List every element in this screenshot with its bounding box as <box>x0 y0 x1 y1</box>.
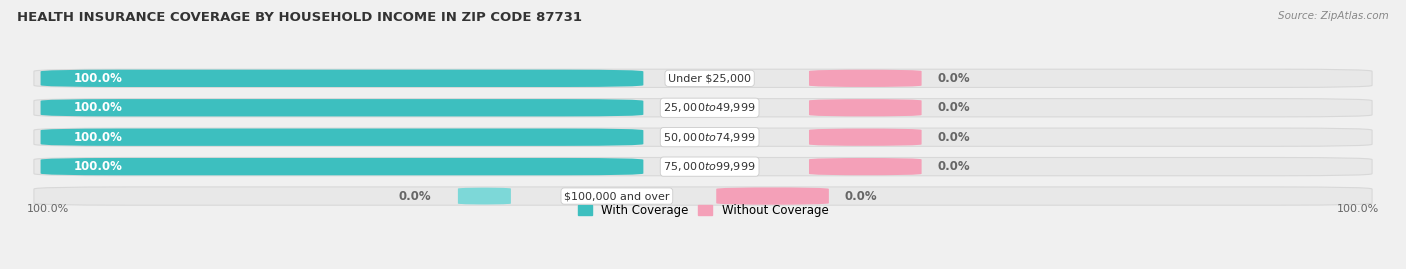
Text: 100.0%: 100.0% <box>73 101 122 114</box>
FancyBboxPatch shape <box>808 129 921 146</box>
FancyBboxPatch shape <box>808 70 921 87</box>
Text: 0.0%: 0.0% <box>938 131 970 144</box>
Text: 0.0%: 0.0% <box>399 190 432 203</box>
FancyBboxPatch shape <box>34 69 1372 87</box>
FancyBboxPatch shape <box>808 158 921 175</box>
Text: 100.0%: 100.0% <box>73 72 122 85</box>
Legend: With Coverage, Without Coverage: With Coverage, Without Coverage <box>572 199 834 222</box>
Text: $25,000 to $49,999: $25,000 to $49,999 <box>664 101 756 114</box>
Text: Source: ZipAtlas.com: Source: ZipAtlas.com <box>1278 11 1389 21</box>
Text: 0.0%: 0.0% <box>938 72 970 85</box>
Text: 0.0%: 0.0% <box>938 160 970 173</box>
FancyBboxPatch shape <box>41 99 644 116</box>
Text: 0.0%: 0.0% <box>845 190 877 203</box>
Text: 100.0%: 100.0% <box>73 131 122 144</box>
Text: 100.0%: 100.0% <box>27 204 69 214</box>
FancyBboxPatch shape <box>34 187 1372 205</box>
Text: Under $25,000: Under $25,000 <box>668 73 751 83</box>
FancyBboxPatch shape <box>41 70 644 87</box>
FancyBboxPatch shape <box>34 99 1372 117</box>
Text: $50,000 to $74,999: $50,000 to $74,999 <box>664 131 756 144</box>
Text: 0.0%: 0.0% <box>938 101 970 114</box>
FancyBboxPatch shape <box>34 128 1372 146</box>
Text: 100.0%: 100.0% <box>73 160 122 173</box>
FancyBboxPatch shape <box>41 129 644 146</box>
FancyBboxPatch shape <box>716 187 830 205</box>
Text: $75,000 to $99,999: $75,000 to $99,999 <box>664 160 756 173</box>
FancyBboxPatch shape <box>808 99 921 116</box>
Text: $100,000 and over: $100,000 and over <box>564 191 669 201</box>
FancyBboxPatch shape <box>34 158 1372 176</box>
FancyBboxPatch shape <box>41 158 644 175</box>
Text: HEALTH INSURANCE COVERAGE BY HOUSEHOLD INCOME IN ZIP CODE 87731: HEALTH INSURANCE COVERAGE BY HOUSEHOLD I… <box>17 11 582 24</box>
Text: 100.0%: 100.0% <box>1337 204 1379 214</box>
FancyBboxPatch shape <box>458 187 510 205</box>
